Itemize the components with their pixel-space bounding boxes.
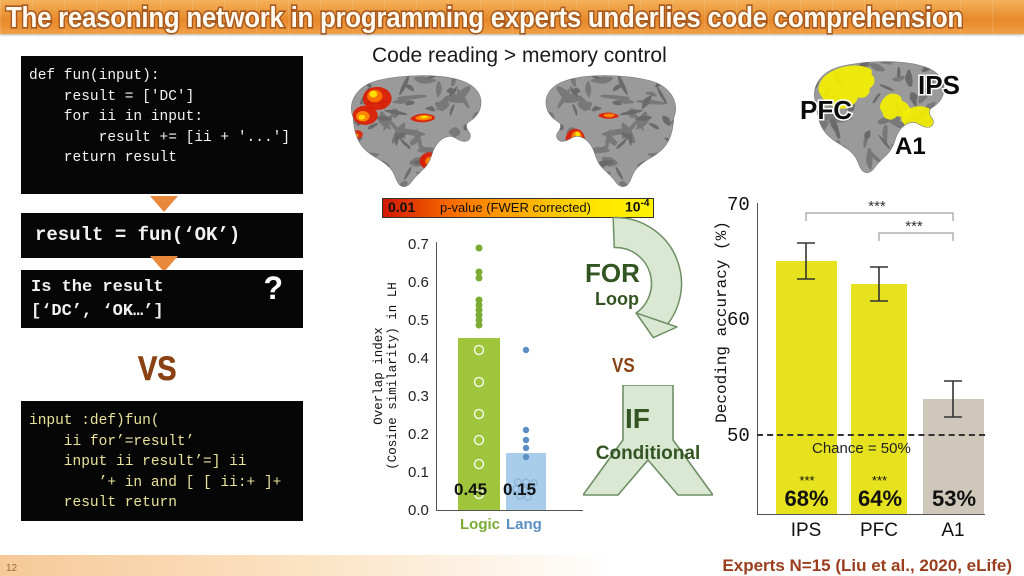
svg-text:***: *** <box>868 198 886 215</box>
svg-text:***: *** <box>905 218 923 235</box>
